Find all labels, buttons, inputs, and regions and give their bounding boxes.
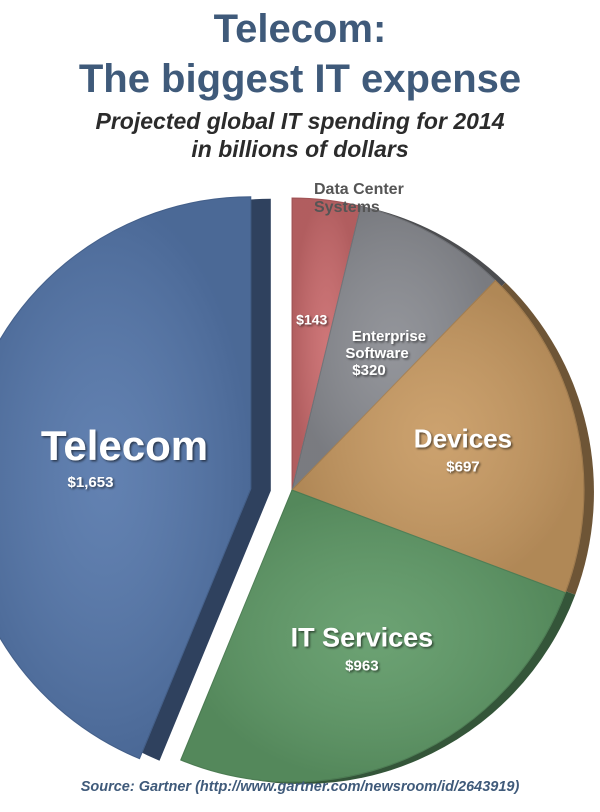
title-line-2: The biggest IT expense (78, 57, 522, 101)
label-enterprise-software-line-2: Software (345, 345, 408, 362)
value-devices: $697 (446, 459, 479, 476)
source-note: Source: Gartner (http://www.gartner.com/… (80, 779, 520, 795)
chart-subtitle: Projected global IT spending for 2014 in… (0, 107, 600, 163)
value-enterprise-software: $320 (352, 362, 385, 379)
value-it-services: $963 (345, 658, 378, 675)
label-enterprise-software-line-1: Enterprise (352, 328, 426, 345)
subtitle-line-2: in billions of dollars (191, 136, 409, 162)
chart-title: Telecom: The biggest IT expense (0, 4, 600, 104)
pie-slices (0, 196, 585, 783)
slice-shade-enterprise-software (292, 206, 496, 490)
slice-shade-it-services (180, 490, 566, 783)
slice-shade-telecom (0, 196, 251, 759)
value-telecom: $1,653 (68, 474, 114, 491)
label-data-center-systems-line-2: Systems (314, 199, 380, 216)
title-line-1: Telecom: (213, 7, 387, 51)
label-data-center-systems-line-1: Data Center (314, 181, 404, 198)
label-devices: Devices (414, 424, 512, 454)
slice-shade-devices (292, 280, 584, 593)
subtitle-line-1: Projected global IT spending for 2014 (95, 108, 505, 134)
value-data-center-systems: $143 (296, 312, 327, 328)
label-it-services: IT Services (291, 623, 434, 653)
label-telecom: Telecom (41, 422, 208, 469)
